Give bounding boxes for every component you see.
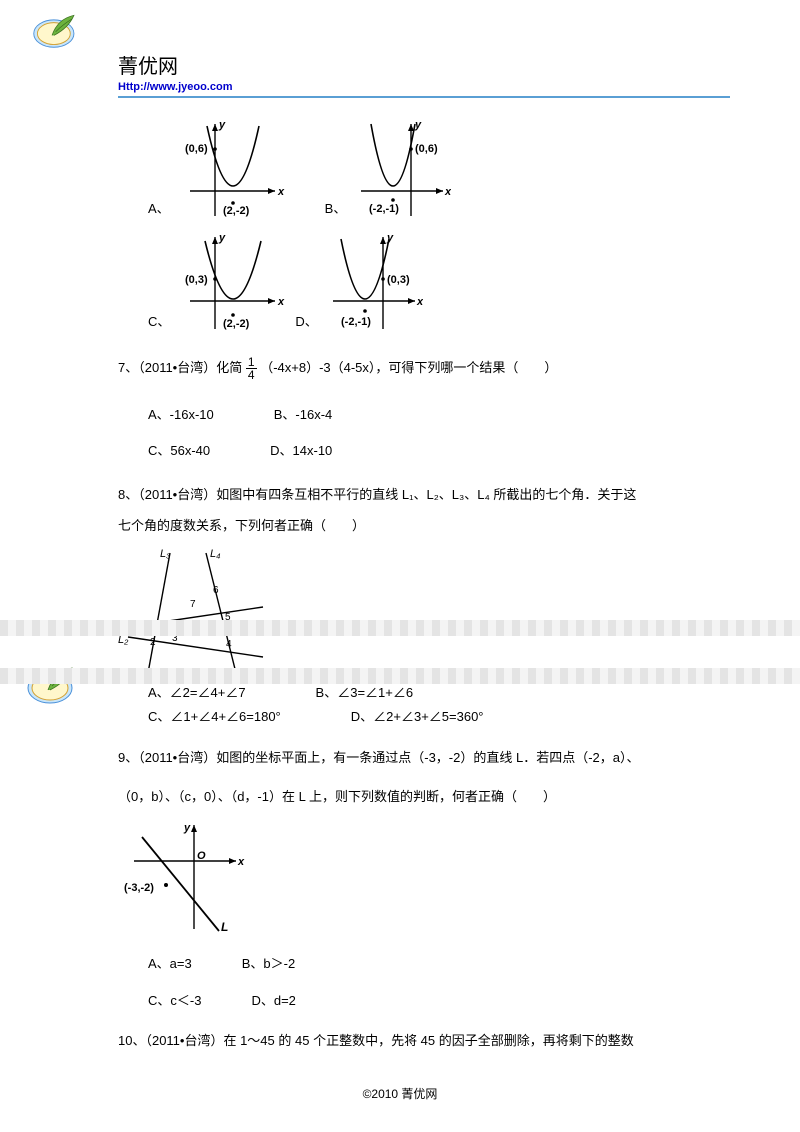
q8-choices: A、∠2=∠4+∠7 B、∠3=∠1+∠6 C、∠1+∠4+∠6=180° D、… [148,681,730,730]
q6-label-A: A、 [148,198,170,217]
q6-label-C: C、 [148,311,170,330]
svg-text:y: y [386,232,394,244]
svg-text:(0,6): (0,6) [415,143,438,155]
q9-choices-2: C、c＜-3 D、d=2 [148,990,730,1009]
svg-text:y: y [183,822,191,834]
q6-figB-cell: B、 x y (0,6) (-2,-1) [325,116,452,221]
q8-line1: 8、（2011•台湾）如图中有四条互相不平行的直线 L₁、L₂、L₃、L₄ 所截… [118,483,730,508]
q7-choice-D: D、14x-10 [270,433,332,469]
q8-choice-C: C、∠1+∠4+∠6=180° [148,705,281,730]
svg-text:(0,3): (0,3) [387,274,410,286]
q9-choice-C: C、c＜-3 [148,990,201,1009]
q9-line2: （0，b）、（c，0）、（d，-1）在 L 上，则下列数值的判断，何者正确（ ） [118,783,730,812]
header-divider [118,96,730,98]
q8-choice-B: B、∠3=∠1+∠6 [316,681,414,706]
q7-pre: 7、（2011•台湾）化简 [118,360,242,375]
svg-text:y: y [218,119,226,131]
q9-figure: x y O (-3,-2) L [124,819,249,939]
question-8: 8、（2011•台湾）如图中有四条互相不平行的直线 L₁、L₂、L₃、L₄ 所截… [118,483,730,538]
svg-text:(0,3): (0,3) [185,274,208,286]
q7-fraction: 14 [246,356,257,381]
svg-text:x: x [444,186,451,198]
svg-text:x: x [416,296,423,308]
site-url[interactable]: Http://www.jyeoo.com [118,81,730,93]
q9-choices: A、a=3 B、b＞-2 [148,953,730,972]
svg-text:L: L [221,920,228,934]
q6-figure-B: x y (0,6) (-2,-1) [351,116,451,221]
q6-figA-cell: A、 x y (0,6) (2,-2) [148,116,285,221]
pattern-band-1 [0,620,800,636]
svg-text:x: x [237,856,245,868]
page-footer: ©2010 菁优网 [0,1085,800,1102]
svg-text:(-3,-2): (-3,-2) [124,882,154,894]
q6-row1: A、 x y (0,6) (2,-2) B、 [148,116,730,221]
svg-text:6: 6 [213,585,219,596]
q7-choice-A: A、-16x-10 [148,397,214,433]
q9-line1: 9、（2011•台湾）如图的坐标平面上，有一条通过点（-3，-2）的直线 L．若… [118,744,730,773]
svg-text:(2,-2): (2,-2) [223,205,250,217]
svg-text:x: x [277,186,285,198]
q7-choice-B: B、-16x-4 [274,397,333,433]
q6-label-B: B、 [325,198,347,217]
q6-row2: C、 x y (0,3) (2,-2) D、 [148,229,730,334]
svg-text:y: y [218,232,226,244]
site-title: 菁优网 [118,50,730,79]
svg-text:y: y [414,119,422,131]
q6-figD-cell: D、 x y (0,3) (-2,-1) [295,229,422,334]
svg-text:7: 7 [190,599,196,610]
svg-text:L₄: L₄ [210,548,221,560]
q7-choice-C: C、56x-40 [148,433,210,469]
svg-text:2: 2 [150,637,156,648]
q6-label-D: D、 [295,311,317,330]
q6-figC-cell: C、 x y (0,3) (2,-2) [148,229,285,334]
q9-choice-A: A、a=3 [148,953,192,972]
svg-text:(0,6): (0,6) [185,143,208,155]
q6-figure-D: x y (0,3) (-2,-1) [323,229,423,334]
svg-text:(-2,-1): (-2,-1) [369,203,399,215]
q8-choice-A: A、∠2=∠4+∠7 [148,681,246,706]
q7-choices: A、-16x-10 B、-16x-4 C、56x-40 D、14x-10 [148,397,730,470]
q7-post: （-4x+8）-3（4-5x），可得下列哪一个结果（ ） [260,360,557,375]
svg-text:L₃: L₃ [160,548,171,560]
question-7: 7、（2011•台湾）化简 14 （-4x+8）-3（4-5x），可得下列哪一个… [118,354,730,383]
pattern-band-2 [0,668,800,684]
svg-text:4: 4 [226,639,232,650]
svg-text:(2,-2): (2,-2) [223,318,250,330]
q9-choice-B: B、b＞-2 [242,953,295,972]
page-content: 菁优网 Http://www.jyeoo.com A、 x y (0,6) (2… [118,0,730,1056]
question-10: 10、（2011•台湾）在 1～45 的 45 个正整数中，先将 45 的因子全… [118,1027,730,1056]
svg-text:x: x [277,296,285,308]
q8-figure: L₁ L₂ L₃ L₄ 1 2 3 4 5 6 7 [118,545,268,675]
svg-text:(-2,-1): (-2,-1) [341,316,371,328]
q6-figure-C: x y (0,3) (2,-2) [175,229,285,334]
q8-choice-D: D、∠2+∠3+∠5=360° [351,705,484,730]
svg-text:O: O [197,850,206,862]
question-9: 9、（2011•台湾）如图的坐标平面上，有一条通过点（-3，-2）的直线 L．若… [118,744,730,811]
q8-line2: 七个角的度数关系，下列何者正确（ ） [118,514,730,539]
logo-top-icon [30,8,85,50]
q10-text: 10、（2011•台湾）在 1～45 的 45 个正整数中，先将 45 的因子全… [118,1033,634,1048]
q9-choice-D: D、d=2 [251,990,295,1009]
q6-figure-A: x y (0,6) (2,-2) [175,116,285,221]
